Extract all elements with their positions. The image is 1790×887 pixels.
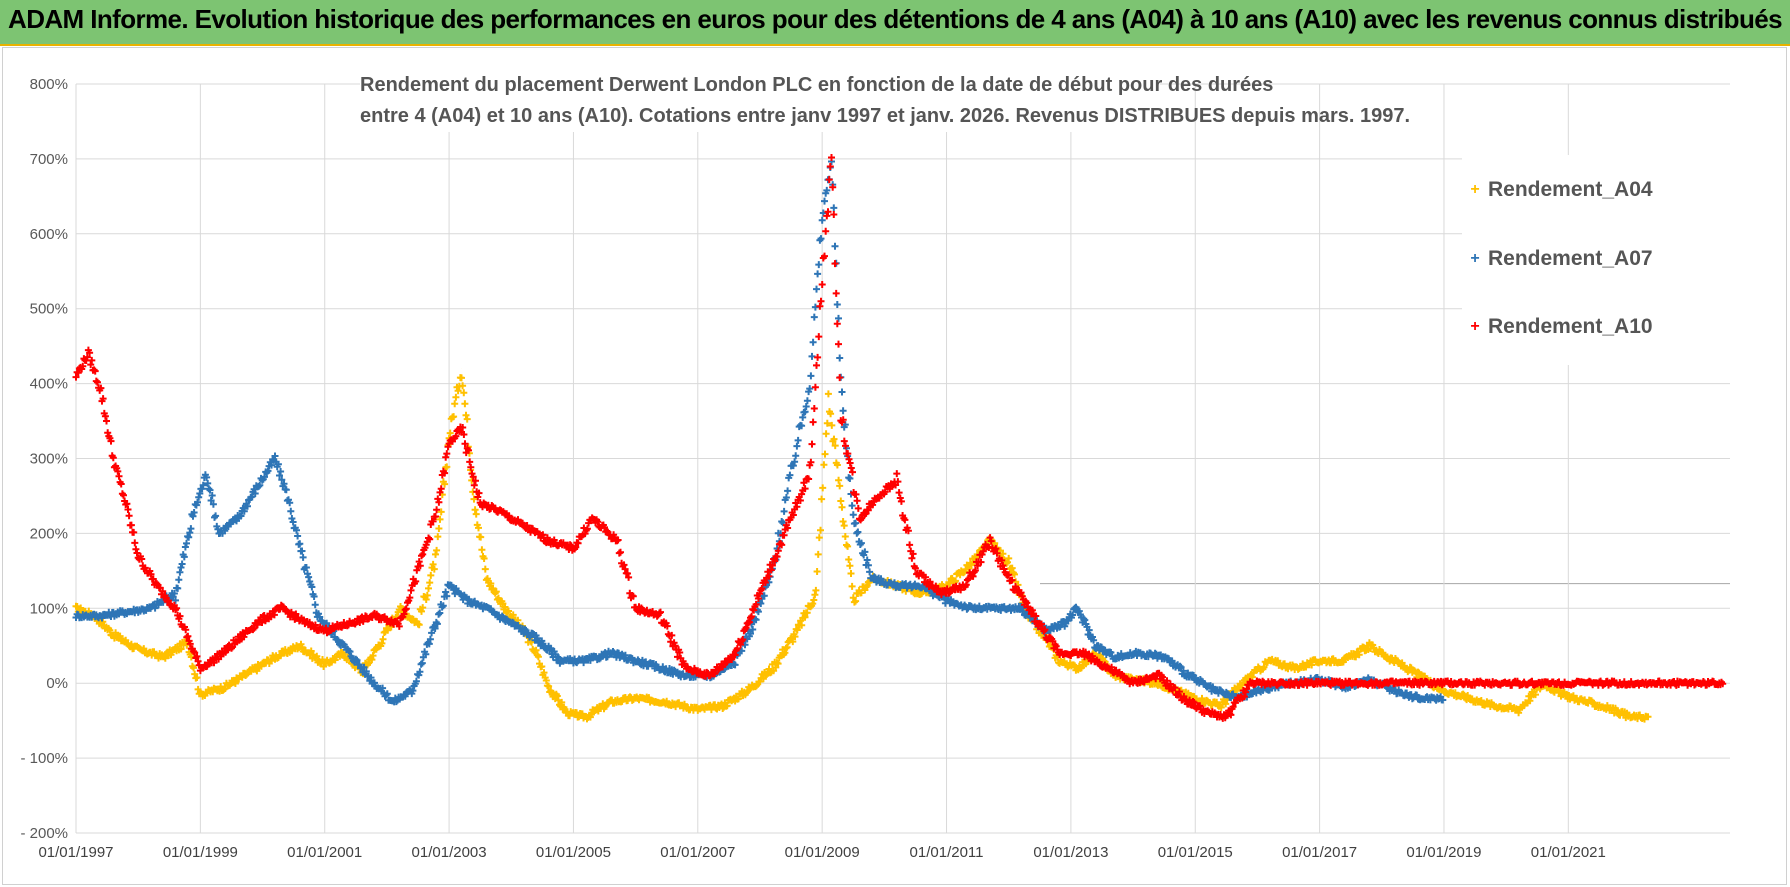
legend-label-a10: Rendement_A10: [1488, 315, 1653, 338]
legend-label-a04: Rendement_A04: [1488, 178, 1653, 201]
banner-title: ADAM Informe. Evolution historique des p…: [8, 4, 1783, 34]
y-tick-label: - 100%: [20, 750, 68, 767]
x-tick-label: 01/01/2017: [1282, 844, 1357, 861]
x-tick-label: 01/01/2013: [1033, 844, 1108, 861]
x-tick-label: 01/01/1997: [38, 844, 113, 861]
legend-marker-a10: +: [1470, 318, 1480, 335]
x-tick-label: 01/01/2019: [1406, 844, 1481, 861]
x-tick-label: 01/01/2015: [1158, 844, 1233, 861]
y-tick-label: 500%: [30, 301, 68, 318]
x-tick-label: 01/01/2003: [412, 844, 487, 861]
series-markers: [72, 158, 1447, 706]
legend-item-a04: + Rendement_A04: [1462, 173, 1653, 207]
y-tick-label: 400%: [30, 376, 68, 393]
legend-label-a07: Rendement_A07: [1488, 247, 1653, 270]
chart-title-line-2: entre 4 (A04) et 10 ans (A10). Cotations…: [360, 105, 1411, 127]
x-tick-label: 01/01/2001: [287, 844, 362, 861]
y-tick-label: 100%: [30, 600, 68, 617]
y-tick-label: 700%: [30, 151, 68, 168]
header-banner: ADAM Informe. Evolution historique des p…: [0, 0, 1790, 46]
series-markers: [72, 374, 1652, 723]
y-tick-label: 300%: [30, 451, 68, 468]
y-tick-label: 0%: [46, 675, 68, 692]
y-tick-label: - 200%: [20, 825, 68, 842]
series-rendement-a07: [72, 158, 1447, 706]
y-tick-label: 800%: [30, 76, 68, 93]
series-markers: [72, 154, 1727, 722]
series-rendement-a10: [72, 154, 1727, 722]
y-tick-label: 200%: [30, 525, 68, 542]
x-tick-label: 01/01/2011: [910, 844, 984, 861]
legend-item-a07: + Rendement_A07: [1462, 242, 1653, 276]
x-tick-label: 01/01/1999: [163, 844, 238, 861]
legend-marker-a07: +: [1470, 250, 1480, 267]
chart-title: Rendement du placement Derwent London PL…: [360, 70, 1411, 132]
legend-item-a10: + Rendement_A10: [1462, 310, 1653, 344]
y-tick-label: 600%: [30, 226, 68, 243]
plot-border: [2, 47, 1787, 885]
x-tick-label: 01/01/2021: [1531, 844, 1606, 861]
chart-legend: + Rendement_A04 + Rendement_A07 + Rendem…: [1462, 155, 1732, 365]
x-tick-label: 01/01/2009: [785, 844, 860, 861]
x-tick-label: 01/01/2005: [536, 844, 611, 861]
x-tick-label: 01/01/2007: [660, 844, 735, 861]
legend-marker-a04: +: [1470, 181, 1480, 198]
chart-title-line-1: Rendement du placement Derwent London PL…: [360, 74, 1274, 96]
